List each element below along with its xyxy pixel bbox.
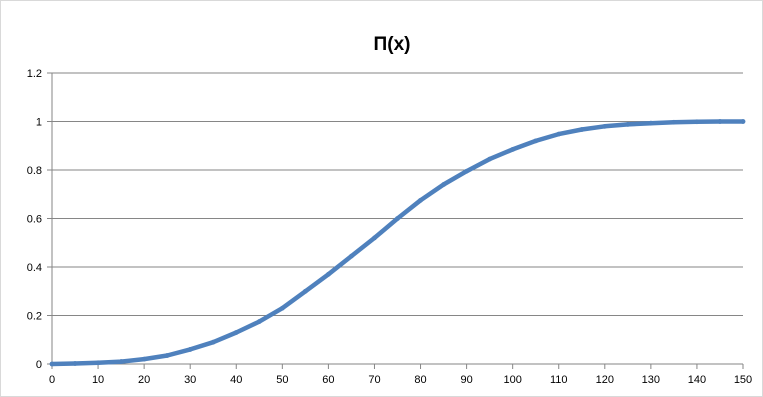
data-point [233,330,239,335]
data-point [256,319,262,324]
data-point [510,146,516,152]
x-tick-label: 80 [414,374,426,386]
data-point [625,122,631,127]
x-tick-label: 150 [734,374,752,386]
data-point [187,347,193,352]
data-point [533,138,539,144]
y-tick-label: 0.2 [27,311,42,323]
data-point [72,361,78,366]
data-point [372,235,377,241]
data-point [464,168,469,174]
x-tick-label: 130 [642,374,660,386]
x-tick-label: 20 [138,374,150,386]
x-tick-labels: 0 10 20 30 40 50 60 70 80 90 100 110 120 130 140 150 [49,374,752,386]
data-point [418,197,423,203]
data-point [302,288,308,294]
data-point [164,353,170,358]
data-point [487,156,493,162]
data-point [95,360,101,366]
y-tick-label: 0.6 [27,214,42,226]
x-tick-label: 70 [368,374,380,386]
data-point [556,131,562,137]
data-point [395,216,400,221]
data-point [717,119,723,124]
data-point [49,361,55,367]
x-tick-label: 10 [92,374,104,386]
data-point [602,123,608,129]
x-tick-label: 0 [49,374,55,386]
gridlines [47,72,744,369]
data-point [740,119,746,124]
data-point [579,127,585,132]
y-tick-label: 0.4 [27,262,42,274]
y-tick-label: 0 [36,359,42,371]
x-tick-label: 50 [276,374,288,386]
x-tick-label: 120 [596,374,614,386]
x-tick-label: 30 [184,374,196,386]
data-point [349,253,354,259]
x-tick-label: 40 [230,374,242,386]
y-tick-labels: 0 0.2 0.4 0.6 0.8 1 1.2 [27,68,42,371]
x-tick-label: 90 [460,374,472,386]
data-point [694,119,700,125]
chart-title: Π(x) [374,34,411,55]
data-point [118,359,124,364]
data-point [279,305,285,311]
x-tick-label: 100 [503,374,521,386]
data-point [648,120,654,126]
y-tick-label: 0.8 [27,165,42,177]
series-line-0 [49,119,746,367]
x-tick-label: 140 [688,374,706,386]
plot-area [49,119,746,367]
y-tick-label: 1 [36,117,42,129]
x-tick-label: 110 [550,374,568,386]
data-point [671,119,677,125]
data-point [210,339,216,345]
data-point [326,271,331,277]
data-point [441,182,446,187]
y-tick-label: 1.2 [27,68,42,80]
data-point [141,356,147,362]
x-tick-label: 60 [322,374,334,386]
